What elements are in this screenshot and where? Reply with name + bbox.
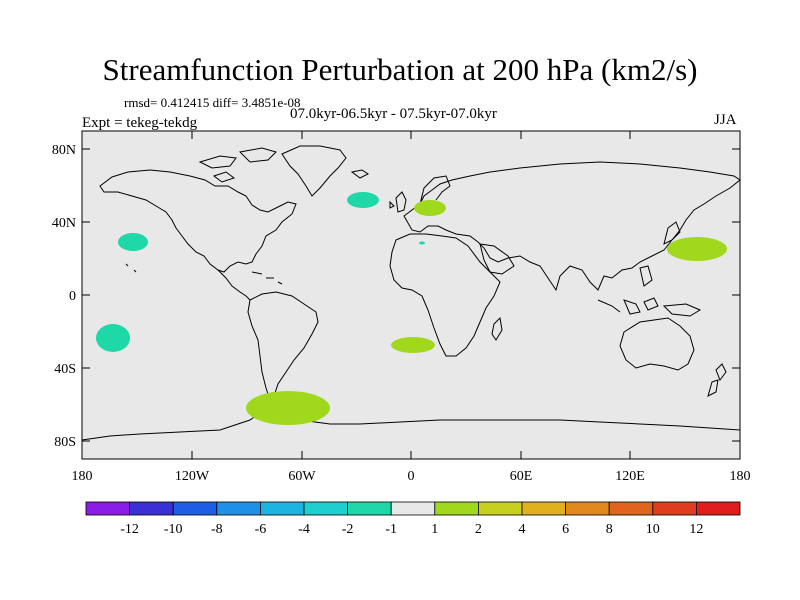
time-period-label: 07.0kyr-06.5kyr - 07.5kyr-07.0kyr <box>290 106 497 122</box>
coastline-africa <box>389 233 501 357</box>
colorbar-label: -2 <box>342 522 354 537</box>
coastline-antarctica <box>81 403 741 441</box>
colorbar-swatch <box>172 501 218 516</box>
coastline-madagascar <box>491 316 503 341</box>
lon-tick-label: 120E <box>615 469 645 484</box>
lon-tick-label: 180 <box>730 469 751 484</box>
lat-tick-label: 80S <box>54 435 76 450</box>
colorbar-label: -6 <box>255 522 267 537</box>
anomaly-contours <box>96 192 727 425</box>
coastline-caribbean <box>251 271 283 285</box>
anomaly-north-pacific-negative <box>118 233 148 251</box>
coastline-scandinavia <box>419 175 451 205</box>
colorbar-swatch <box>390 501 436 516</box>
colorbar-label: -1 <box>385 522 397 537</box>
rmsd-diff-stats: rmsd= 0.412415 diff= 3.4851e-08 <box>124 95 301 110</box>
latitude-axis <box>82 148 740 442</box>
colorbar-label: 2 <box>475 522 482 537</box>
colorbar <box>85 501 741 516</box>
lat-tick-label: 40N <box>52 216 76 231</box>
coastlines <box>81 145 741 441</box>
coastline-new-zealand <box>707 363 727 397</box>
colorbar-swatch <box>477 501 523 516</box>
anomaly-mediterranean-negative <box>419 241 425 245</box>
coastline-japan <box>663 221 681 245</box>
lon-tick-label: 0 <box>408 469 415 484</box>
coastline-north-america <box>99 169 297 273</box>
colorbar-label: 1 <box>431 522 438 537</box>
colorbar-swatch <box>565 501 610 516</box>
colorbar-label: 12 <box>689 522 703 537</box>
coastline-arctic-islands <box>198 147 277 183</box>
colorbar-label: -10 <box>164 522 183 537</box>
colorbar-swatch <box>434 501 479 516</box>
anomaly-south-atlantic-positive <box>391 337 435 353</box>
figure-title: Streamfunction Perturbation at 200 hPa (… <box>102 52 698 87</box>
colorbar-label: 4 <box>519 522 526 537</box>
colorbar-swatch <box>129 501 174 516</box>
coastline-iceland <box>350 169 369 179</box>
colorbar-swatch <box>521 501 566 516</box>
colorbar-label: 6 <box>562 522 569 537</box>
longitude-axis <box>81 131 741 459</box>
season-label: JJA <box>714 112 737 128</box>
lat-tick-label: 80N <box>52 143 76 158</box>
lon-tick-label: 180 <box>72 469 93 484</box>
colorbar-swatch <box>303 501 348 516</box>
longitude-tick-labels: 180 120W 60W 0 60E 120E 180 <box>72 469 751 484</box>
lat-tick-label: 40S <box>54 362 76 377</box>
coastline-uk <box>389 191 407 213</box>
colorbar-label: 8 <box>606 522 613 537</box>
anomaly-north-west-pacific-positive <box>667 237 727 261</box>
coastline-australia <box>619 317 695 371</box>
map-background <box>82 131 740 459</box>
colorbar-swatch <box>259 501 305 516</box>
coastline-eurasia <box>403 161 741 292</box>
colorbar-label: 10 <box>646 522 660 537</box>
colorbar-label: -8 <box>211 522 223 537</box>
colorbar-swatch <box>608 501 654 516</box>
anomaly-drake-passage-positive <box>246 391 330 425</box>
coastline-arabia <box>479 243 515 275</box>
lon-tick-label: 60E <box>510 469 533 484</box>
colorbar-swatch <box>696 501 741 516</box>
coastline-central-america <box>217 269 251 301</box>
coastline-indonesia <box>597 265 702 317</box>
lon-tick-label: 120W <box>175 469 210 484</box>
colorbar-labels: -12 -10 -8 -6 -4 -2 -1 1 2 4 6 8 10 12 <box>120 522 703 537</box>
lon-tick-label: 60W <box>288 469 316 484</box>
lat-tick-label: 0 <box>69 289 76 304</box>
colorbar-swatch <box>652 501 697 516</box>
latitude-tick-labels: 80N 40N 0 40S 80S <box>52 143 76 450</box>
colorbar-swatch <box>85 501 130 516</box>
anomaly-north-atlantic-negative <box>347 192 379 208</box>
experiment-label: Expt = tekeg-tekdg <box>82 115 198 131</box>
colorbar-swatch <box>347 501 392 516</box>
colorbar-label: -12 <box>120 522 139 537</box>
coastline-greenland <box>281 145 347 197</box>
anomaly-south-pacific-negative <box>96 324 130 352</box>
anomaly-europe-positive <box>414 200 446 216</box>
coastline-hawaii <box>125 263 137 273</box>
colorbar-label: -4 <box>298 522 310 537</box>
coastline-south-america <box>247 291 319 406</box>
colorbar-swatch <box>216 501 261 516</box>
